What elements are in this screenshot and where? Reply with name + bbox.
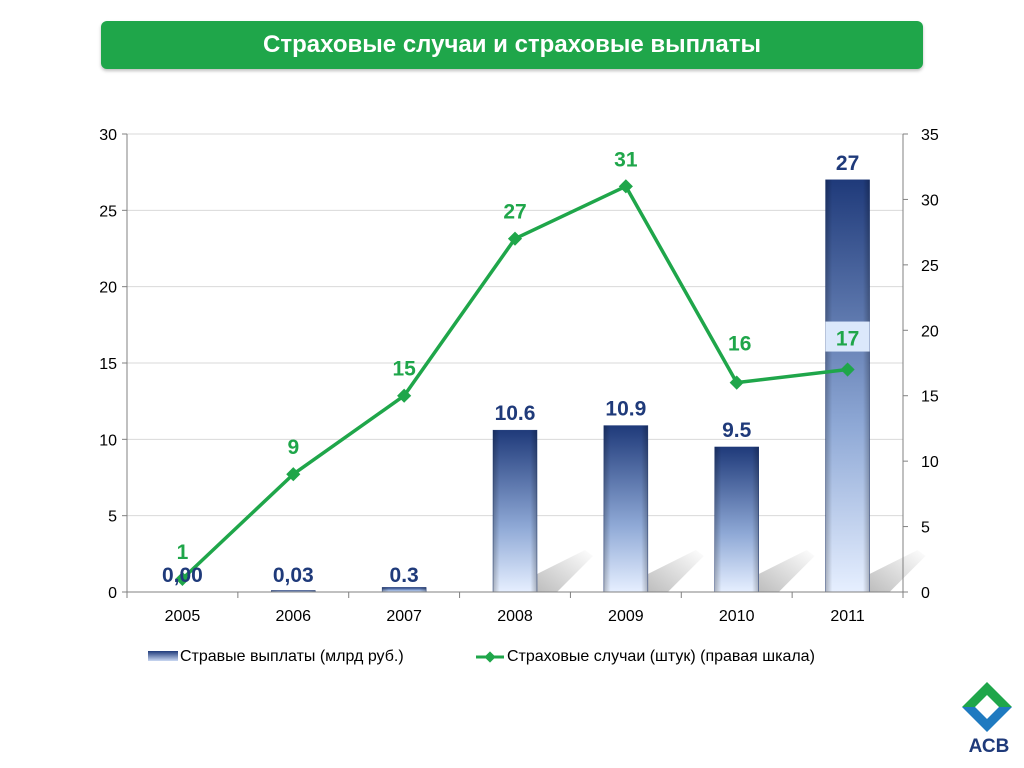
chart-title: Страховые случаи и страховые выплаты xyxy=(101,21,923,69)
legend: Стравые выплаты (млрд руб.) Страховые слу… xyxy=(148,648,815,665)
x-axis-tick-label: 2007 xyxy=(386,608,422,625)
bar-data-label: 9.5 xyxy=(722,419,752,442)
line-point xyxy=(507,231,523,246)
asv-logo-icon xyxy=(962,682,1012,732)
legend-bar-label: Стравые выплаты (млрд руб.) xyxy=(180,648,404,665)
bar-shadow xyxy=(758,550,815,592)
right-axis-tick-label: 25 xyxy=(921,258,939,275)
bar-shade xyxy=(382,587,427,592)
bar-data-label: 10.9 xyxy=(605,398,646,421)
bar-series xyxy=(271,179,870,593)
line-point xyxy=(286,467,301,482)
x-axis-tick-label: 2005 xyxy=(165,608,201,625)
bar-shadows xyxy=(537,550,926,592)
line-data-label: 31 xyxy=(614,148,638,171)
x-axis-tick-label: 2006 xyxy=(275,608,311,625)
line-data-label: 9 xyxy=(287,436,299,459)
left-axis-tick-label: 5 xyxy=(108,509,117,526)
line-data-label: 16 xyxy=(728,333,751,356)
line-series xyxy=(175,179,855,586)
line-data-label: 1 xyxy=(177,541,189,564)
legend-line-label: Страховые случаи (штук) (правая шкала) xyxy=(507,648,815,665)
bar-data-label: 0.3 xyxy=(390,564,419,587)
line-point xyxy=(397,388,412,403)
data-labels: 0,00 0,03 0.3 10.6 10.9 9.5 27 1 9 15 27 31 16 17 xyxy=(162,148,870,587)
right-axis-tick-label: 35 xyxy=(921,127,939,144)
line-label-background xyxy=(825,321,870,352)
bar-shade xyxy=(714,446,759,592)
bar-shade xyxy=(493,430,537,592)
bar-shadow xyxy=(647,550,704,592)
x-axis-tick-label: 2011 xyxy=(830,608,865,625)
line-point xyxy=(729,375,744,390)
bar-data-label: 10.6 xyxy=(495,402,536,425)
x-axis-tick-label: 2010 xyxy=(719,608,755,625)
left-axis-tick-label: 15 xyxy=(99,356,117,373)
right-axis-tick-label: 20 xyxy=(921,323,939,340)
logo-text: АСВ xyxy=(968,736,1010,757)
line-point xyxy=(840,362,855,377)
bar-data-label: 0,03 xyxy=(273,564,314,587)
bar-shadow xyxy=(869,550,926,592)
axes: 0 5 10 15 20 25 30 0 5 10 15 20 25 30 35 2005 2006 2007 20… xyxy=(99,127,939,625)
line-point xyxy=(175,571,190,586)
line-point xyxy=(618,179,633,194)
left-axis-tick-label: 20 xyxy=(99,280,117,297)
bar-data-label: 27 xyxy=(836,152,859,175)
legend-line-marker xyxy=(484,651,496,663)
left-axis-tick-label: 0 xyxy=(108,585,117,602)
bar-shade xyxy=(271,590,316,592)
legend-bar-swatch xyxy=(148,651,178,661)
right-axis-tick-label: 5 xyxy=(921,520,930,537)
x-axis-tick-label: 2009 xyxy=(608,608,644,625)
right-axis-tick-label: 30 xyxy=(921,192,939,209)
line-data-label: 15 xyxy=(392,358,416,381)
x-axis-tick-label: 2008 xyxy=(497,608,533,625)
right-axis-tick-label: 15 xyxy=(921,389,939,406)
line-data-label: 17 xyxy=(836,328,859,351)
right-axis-tick-label: 0 xyxy=(921,585,930,602)
bar-shade xyxy=(825,179,870,593)
left-axis-tick-label: 25 xyxy=(99,203,117,220)
line-data-label: 27 xyxy=(503,201,526,224)
bar-shade xyxy=(603,425,648,592)
bar-shadow xyxy=(537,550,593,592)
right-axis-tick-label: 10 xyxy=(921,454,939,471)
left-axis-tick-label: 10 xyxy=(99,432,117,449)
left-axis-tick-label: 30 xyxy=(99,127,117,144)
bar-data-label: 0,00 xyxy=(162,564,203,587)
